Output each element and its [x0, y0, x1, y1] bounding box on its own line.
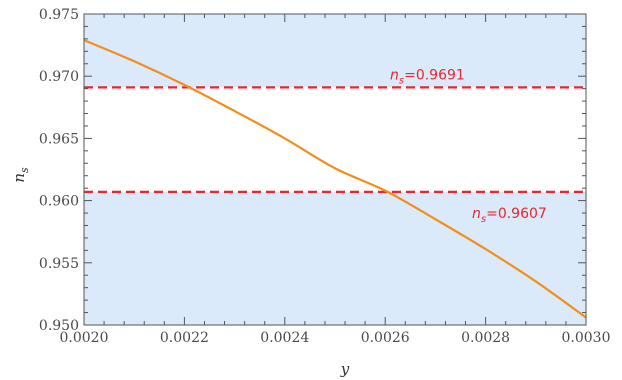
plot-frame	[83, 13, 587, 326]
x-axis-label: y	[340, 360, 350, 378]
y-axis-label-main: n	[10, 173, 28, 183]
reference-label-1: ns=0.9691	[390, 67, 465, 86]
x-tick-label: 0.0026	[361, 330, 410, 346]
x-tick-label: 0.0020	[60, 330, 109, 346]
reference-label-subscript: s	[481, 214, 486, 225]
reference-label-2: ns=0.9607	[472, 206, 547, 225]
reference-label-symbol: n	[472, 206, 481, 222]
y-ticks: 0.950 0.955 0.960 0.965 0.970 0.975	[39, 7, 586, 334]
x-tick-label: 0.0022	[160, 330, 209, 346]
y-axis-label-subscript: s	[18, 167, 31, 173]
x-tick-label: 0.0030	[562, 330, 611, 346]
shaded-regions	[84, 14, 586, 325]
y-tick-label: 0.955	[39, 256, 79, 272]
reference-label-value: =0.9691	[404, 67, 465, 83]
reference-label-subscript: s	[399, 75, 404, 86]
series-layer	[83, 39, 587, 319]
y-tick-label: 0.950	[39, 318, 79, 334]
y-tick-label: 0.975	[39, 7, 79, 23]
y-tick-label: 0.970	[39, 69, 79, 85]
series-line-1	[83, 39, 587, 319]
reference-lines	[84, 86, 586, 193]
reference-label-value: =0.9607	[486, 206, 547, 222]
shaded-region-1	[84, 14, 586, 88]
y-tick-label: 0.960	[39, 194, 79, 210]
x-tick-label: 0.0024	[260, 330, 309, 346]
x-tick-label: 0.0028	[461, 330, 510, 346]
y-axis-label: ns	[10, 167, 31, 183]
y-tick-label: 0.965	[39, 131, 79, 147]
x-ticks: 0.0020 0.0022 0.0024 0.0026 0.0028 0.0030	[60, 14, 611, 346]
reference-label-symbol: n	[390, 67, 399, 83]
